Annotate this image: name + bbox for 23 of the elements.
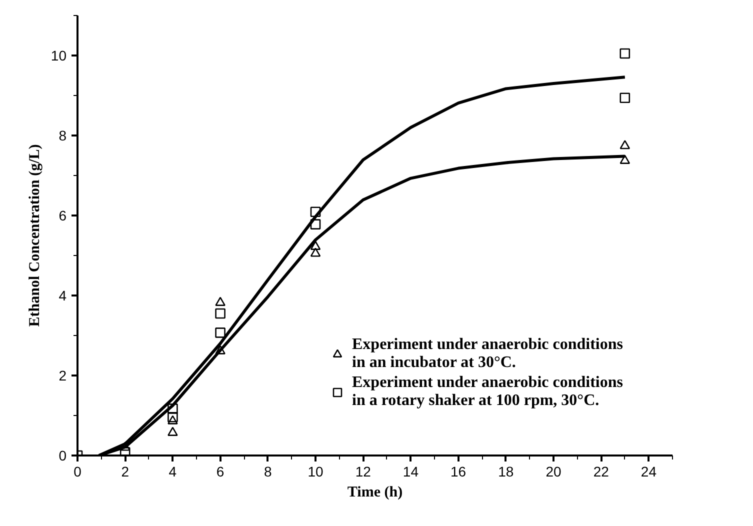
x-tick-label: 4 (168, 464, 177, 480)
x-axis-title: Time (h) (347, 484, 403, 500)
x-tick-label: 14 (402, 464, 419, 480)
x-tick-label: 6 (216, 464, 224, 480)
legend-label: Experiment under anaerobic conditions in a rotary shaker at 100 rpm, 30°C. (352, 374, 623, 410)
x-tick-label: 20 (546, 464, 562, 480)
y-tick-label: 4 (58, 288, 67, 304)
x-tick-label: 18 (498, 464, 514, 480)
y-axis-title: Ethanol Concentration (g/L) (26, 144, 43, 327)
x-tick-label: 16 (450, 464, 466, 480)
x-tick-label: 0 (74, 464, 82, 480)
legend-label: Experiment under anaerobic conditions in an incubator at 30°C. (352, 336, 623, 372)
x-tick-label: 10 (308, 464, 324, 480)
y-tick-label: 2 (58, 368, 67, 384)
x-tick-label: 22 (593, 464, 610, 480)
y-tick-label: 10 (50, 48, 67, 64)
y-tick-label: 8 (58, 128, 67, 144)
y-tick-label: 0 (58, 448, 67, 464)
x-tick-label: 24 (640, 464, 657, 480)
x-tick-label: 2 (121, 464, 130, 480)
x-tick-label: 12 (355, 464, 372, 480)
y-tick-label: 6 (58, 208, 67, 224)
x-tick-label: 8 (264, 464, 272, 480)
